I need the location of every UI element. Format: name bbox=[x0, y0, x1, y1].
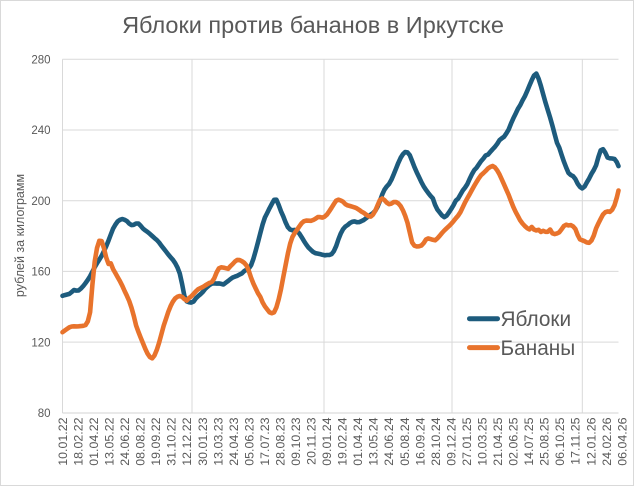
svg-text:19.09.22: 19.09.22 bbox=[149, 417, 163, 465]
svg-text:24.02.26: 24.02.26 bbox=[600, 417, 614, 465]
svg-text:200: 200 bbox=[31, 196, 50, 208]
svg-text:02.06.25: 02.06.25 bbox=[507, 417, 521, 465]
svg-text:Яблоки против бананов в Иркутс: Яблоки против бананов в Иркутске bbox=[122, 12, 504, 38]
svg-text:80: 80 bbox=[38, 408, 51, 420]
svg-text:06.04.26: 06.04.26 bbox=[615, 417, 629, 465]
svg-text:27.01.25: 27.01.25 bbox=[460, 417, 474, 465]
svg-text:рублей за килограмм: рублей за килограмм bbox=[13, 174, 27, 297]
svg-text:120: 120 bbox=[31, 337, 50, 349]
svg-text:17.11.25: 17.11.25 bbox=[569, 417, 583, 464]
svg-text:13.05.22: 13.05.22 bbox=[103, 417, 117, 465]
svg-text:09.01.24: 09.01.24 bbox=[320, 417, 334, 465]
svg-text:13.05.24: 13.05.24 bbox=[367, 417, 381, 465]
svg-text:24.06.24: 24.06.24 bbox=[382, 417, 396, 465]
svg-text:05.06.23: 05.06.23 bbox=[242, 417, 256, 465]
svg-text:18.02.22: 18.02.22 bbox=[71, 417, 85, 465]
svg-text:280: 280 bbox=[31, 55, 50, 67]
svg-text:28.08.23: 28.08.23 bbox=[274, 417, 288, 465]
svg-text:17.07.23: 17.07.23 bbox=[258, 417, 272, 465]
svg-text:25.08.25: 25.08.25 bbox=[538, 417, 552, 465]
svg-text:19.02.24: 19.02.24 bbox=[336, 417, 350, 465]
svg-text:01.04.22: 01.04.22 bbox=[87, 417, 101, 465]
svg-text:09.12.24: 09.12.24 bbox=[444, 417, 458, 465]
svg-text:24.06.22: 24.06.22 bbox=[118, 417, 132, 465]
svg-text:24.04.23: 24.04.23 bbox=[227, 417, 241, 465]
svg-text:12.12.22: 12.12.22 bbox=[180, 417, 194, 465]
svg-text:28.10.24: 28.10.24 bbox=[429, 417, 443, 465]
svg-text:14.07.25: 14.07.25 bbox=[522, 417, 536, 465]
svg-text:05.08.24: 05.08.24 bbox=[398, 417, 412, 465]
svg-text:06.10.25: 06.10.25 bbox=[553, 417, 567, 465]
svg-text:01.04.24: 01.04.24 bbox=[351, 417, 365, 465]
svg-text:20.11.23: 20.11.23 bbox=[305, 417, 319, 464]
svg-text:16.09.24: 16.09.24 bbox=[413, 417, 427, 465]
svg-text:21.04.25: 21.04.25 bbox=[491, 417, 505, 465]
svg-text:10.03.25: 10.03.25 bbox=[476, 417, 490, 465]
svg-text:Яблоки: Яблоки bbox=[501, 308, 572, 331]
svg-text:12.01.26: 12.01.26 bbox=[584, 417, 598, 465]
svg-text:09.10.23: 09.10.23 bbox=[289, 417, 303, 465]
svg-text:160: 160 bbox=[31, 267, 50, 279]
svg-text:10.01.22: 10.01.22 bbox=[56, 417, 70, 465]
svg-text:13.03.23: 13.03.23 bbox=[211, 417, 225, 465]
svg-text:240: 240 bbox=[31, 125, 50, 137]
svg-text:08.08.22: 08.08.22 bbox=[134, 417, 148, 465]
svg-text:Бананы: Бананы bbox=[501, 337, 576, 360]
svg-text:31.10.22: 31.10.22 bbox=[165, 417, 179, 465]
svg-text:30.01.23: 30.01.23 bbox=[196, 417, 210, 465]
